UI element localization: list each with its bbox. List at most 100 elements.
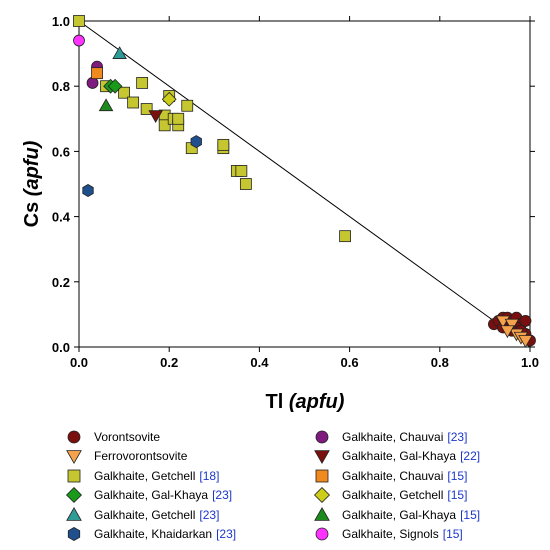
- legend-marker: [313, 487, 331, 504]
- legend-item-chauvai15: Galkhaite, Chauvai [15]: [310, 467, 467, 485]
- data-point: [190, 135, 202, 149]
- axis-labels: Tl (apfu) Cs (apfu): [21, 140, 345, 413]
- legend-item-galkhaya15: Galkhaite, Gal-Khaya [15]: [310, 506, 480, 524]
- x-axis-title-main: Tl: [266, 391, 284, 413]
- legend-label: Vorontsovite: [94, 430, 161, 444]
- legend-marker: [65, 487, 83, 504]
- legend-reference: [23]: [447, 430, 468, 444]
- data-point: [107, 78, 123, 94]
- data-point: [519, 315, 532, 327]
- y-tick-label: 1.0: [52, 14, 70, 29]
- legend-item-galkhaya23: Galkhaite, Gal-Khaya [23]: [62, 486, 232, 504]
- data-point: [82, 184, 94, 198]
- x-tick-label: 0.4: [250, 355, 269, 370]
- y-tick-label: 0.2: [52, 275, 70, 290]
- legend-marker: [315, 469, 329, 483]
- data-point: [73, 34, 85, 47]
- plot-frame: [78, 20, 531, 348]
- x-tick-label: 1.0: [521, 355, 539, 370]
- legend-marker: [67, 469, 81, 483]
- legend-label: Galkhaite, Signols: [342, 527, 439, 541]
- data-point: [98, 98, 114, 112]
- legend-label: Galkhaite, Getchell: [342, 488, 444, 503]
- legend-symbol: [315, 430, 329, 444]
- legend-label: Galkhaite, Getchell: [94, 507, 196, 522]
- legend-marker: [66, 506, 82, 521]
- data-point: [148, 110, 163, 123]
- y-tick-label: 0.0: [52, 340, 70, 355]
- legend-reference: [15]: [447, 488, 468, 503]
- legend-marker: [314, 450, 330, 465]
- legend-symbol: [66, 450, 82, 465]
- data-point: [181, 99, 194, 112]
- legend-marker: [314, 506, 330, 521]
- legend-symbol: [315, 469, 329, 483]
- data-point: [140, 103, 153, 115]
- legend-item-khaidarkan23: Galkhaite, Khaidarkan [23]: [62, 525, 236, 543]
- data-point: [500, 325, 515, 339]
- data-point: [112, 46, 127, 59]
- legend-symbol: [313, 487, 331, 504]
- legend-symbol: [66, 506, 82, 521]
- y-axis-title-main: Cs: [21, 202, 43, 228]
- legend-reference: [15]: [442, 527, 463, 541]
- legend-item-chauvai23: Galkhaite, Chauvai [23]: [310, 428, 467, 446]
- legend-label: Galkhaite, Gal-Khaya: [342, 449, 457, 464]
- series-khaidarkan23: [82, 135, 202, 198]
- data-point: [239, 178, 252, 190]
- legend-symbol: [67, 469, 81, 483]
- legend-label: Galkhaite, Gal-Khaya: [94, 488, 209, 503]
- legend-item-ferrovorontsovite: Ferrovorontsovite: [62, 447, 187, 465]
- x-tick-label: 0.2: [160, 355, 178, 370]
- legend-label: Galkhaite, Khaidarkan: [94, 527, 213, 541]
- series-getchell15: [161, 91, 177, 107]
- legend-marker: [67, 526, 81, 542]
- data-point: [91, 67, 103, 80]
- data-point: [118, 86, 130, 99]
- legend-reference: [15]: [460, 507, 481, 522]
- data-point: [172, 112, 185, 125]
- legend-marker: [66, 450, 82, 465]
- legend-item-getchell18: Galkhaite, Getchell [18]: [62, 467, 219, 485]
- data-point: [86, 77, 99, 89]
- legend-marker: [315, 430, 329, 444]
- legend-label: Galkhaite, Chauvai: [342, 468, 444, 483]
- legend-item-getchell23: Galkhaite, Getchell [23]: [62, 506, 219, 524]
- x-axis-title-unit: (apfu): [289, 391, 345, 413]
- x-tick-label: 0.8: [431, 355, 449, 370]
- x-tick-label: 0.0: [70, 355, 88, 370]
- series-chauvai15: [91, 67, 103, 80]
- legend-symbol: [314, 450, 330, 465]
- legend-label: Galkhaite, Gal-Khaya: [342, 507, 457, 522]
- data-point: [235, 165, 248, 177]
- data-point: [73, 15, 85, 27]
- plot-axes: 0.0 0.2 0.4 0.6 0.8 1.0 0.0 0.2 0.4 0.6 0.8 1.0: [52, 14, 539, 370]
- legend-symbol: [315, 527, 329, 541]
- series-galkhaya23: [103, 78, 123, 94]
- legend-item-signols15: Galkhaite, Signols [15]: [310, 525, 463, 543]
- data-point: [136, 77, 149, 89]
- legend-reference: [15]: [447, 468, 468, 483]
- legend-marker: [67, 430, 81, 444]
- legend-label: Galkhaite, Getchell: [94, 468, 196, 483]
- legend-reference: [23]: [199, 507, 220, 522]
- series-galkhaya15: [98, 98, 114, 112]
- data-point: [518, 335, 533, 348]
- x-tick-label: 0.6: [341, 355, 359, 370]
- series-getchell23: [112, 46, 127, 59]
- legend-symbol: [65, 487, 83, 504]
- legend-item-vorontsovite: Vorontsovite: [62, 428, 160, 446]
- scatter-chart: 0.0 0.2 0.4 0.6 0.8 1.0 0.0 0.2 0.4 0.6 0.8 1.0 Tl …: [21, 14, 539, 413]
- y-tick-label: 0.8: [52, 79, 70, 94]
- x-axis-title: Tl (apfu): [266, 391, 345, 413]
- legend-label: Ferrovorontsovite: [94, 449, 188, 464]
- series-ferrovorontsovite: [495, 315, 533, 348]
- data-point: [127, 96, 140, 109]
- legend-symbol: [67, 430, 81, 444]
- legend-item-getchell15: Galkhaite, Getchell [15]: [310, 486, 467, 504]
- legend-symbol: [67, 526, 81, 542]
- legend-label: Galkhaite, Chauvai: [342, 430, 444, 444]
- series-signols15: [73, 34, 85, 47]
- data-points: [73, 15, 536, 348]
- legend-item-galkhaya22: Galkhaite, Gal-Khaya [22]: [310, 447, 480, 465]
